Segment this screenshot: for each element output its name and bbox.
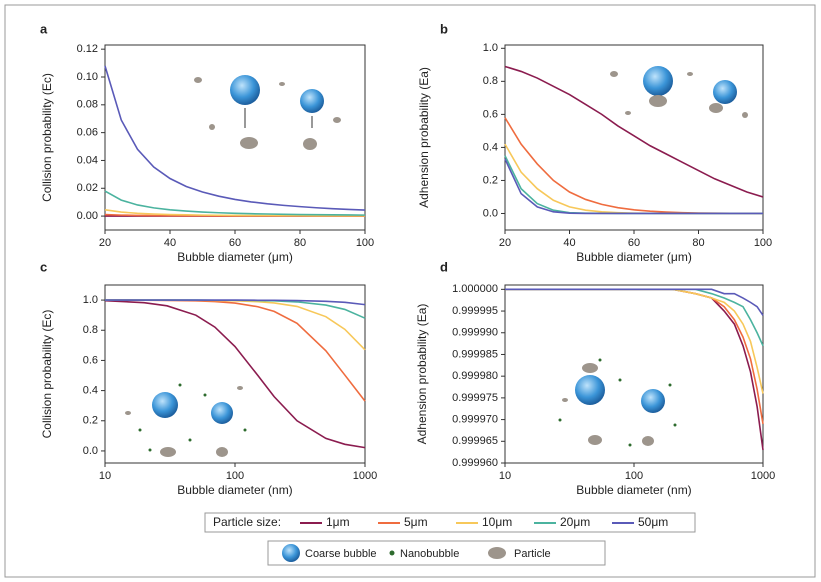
line <box>504 117 764 215</box>
line <box>504 158 763 215</box>
x-axis-label: Bubble diameter (μm) <box>177 250 293 264</box>
line <box>105 299 366 351</box>
x-tick-label: 100 <box>625 470 643 482</box>
y-tick-label: 0.999965 <box>452 435 498 447</box>
y-tick-label: 0.4 <box>483 141 498 153</box>
key-label: Nanobubble <box>400 548 459 560</box>
y-tick-label: 0.4 <box>83 384 98 396</box>
y-tick-label: 0.999970 <box>452 413 498 425</box>
legend-label: 10μm <box>482 515 512 529</box>
line <box>504 65 764 198</box>
y-tick-label: 0.2 <box>483 174 498 186</box>
y-tick-label: 1.0 <box>483 42 498 54</box>
y-tick-label: 0.02 <box>77 182 98 194</box>
line <box>505 288 764 425</box>
plot-frame <box>104 44 366 231</box>
x-tick-label: 80 <box>692 237 704 249</box>
y-axis-label: Collision probability (Ec) <box>40 310 54 439</box>
y-axis-label: Collision probability (Ec) <box>40 73 54 202</box>
x-tick-label: 60 <box>229 237 241 249</box>
x-tick-label: 20 <box>99 237 111 249</box>
legend-label: 20μm <box>560 515 590 529</box>
x-tick-label: 20 <box>499 237 511 249</box>
legend-title: Particle size: <box>213 515 281 529</box>
line <box>504 155 763 215</box>
line <box>504 143 763 215</box>
y-tick-label: 0.0 <box>483 207 498 219</box>
line <box>505 288 764 451</box>
y-tick-label: 0.04 <box>77 154 98 166</box>
y-tick-label: 0.00 <box>77 210 98 222</box>
line <box>104 209 365 217</box>
x-tick-label: 40 <box>164 237 176 249</box>
panel-label: a <box>40 21 48 36</box>
y-tick-label: 0.999960 <box>452 457 498 469</box>
y-tick-label: 0.999980 <box>452 370 498 382</box>
legend-box <box>204 512 696 533</box>
x-axis-label: Bubble diameter (nm) <box>177 483 292 497</box>
x-tick-label: 100 <box>356 237 374 249</box>
x-tick-label: 1000 <box>751 470 775 482</box>
y-axis-label: Adhension probability (Ea) <box>415 304 429 445</box>
line <box>505 288 764 316</box>
legend-label: 1μm <box>326 515 350 529</box>
y-tick-label: 0.10 <box>77 71 98 83</box>
y-tick-label: 0.999995 <box>452 305 498 317</box>
key-box <box>267 540 606 566</box>
panel-label: d <box>440 259 448 274</box>
panel-label: c <box>40 259 47 274</box>
y-axis-label: Adhension probability (Ea) <box>417 67 431 208</box>
y-tick-label: 0.08 <box>77 99 98 111</box>
y-tick-label: 0.999985 <box>452 348 498 360</box>
key-icon <box>282 544 300 562</box>
x-tick-label: 80 <box>294 237 306 249</box>
plot-frame <box>104 284 366 464</box>
y-tick-label: 0.2 <box>83 415 98 427</box>
key-label: Particle <box>514 548 551 560</box>
key-icon <box>488 547 506 559</box>
x-axis-label: Bubble diameter (μm) <box>576 250 692 264</box>
frame <box>4 4 816 578</box>
x-tick-label: 100 <box>754 237 772 249</box>
x-tick-label: 1000 <box>353 470 377 482</box>
illustrations <box>125 66 748 457</box>
line <box>104 190 366 216</box>
y-tick-label: 0.12 <box>77 43 98 55</box>
y-tick-label: 1.0 <box>83 294 98 306</box>
x-tick-label: 40 <box>563 237 575 249</box>
line <box>105 299 366 306</box>
y-tick-label: 0.999975 <box>452 392 498 404</box>
x-axis-label: Bubble diameter (nm) <box>576 483 691 497</box>
y-tick-label: 0.6 <box>83 354 98 366</box>
legend-label: 50μm <box>638 515 668 529</box>
legend-label: 5μm <box>404 515 428 529</box>
y-tick-label: 0.0 <box>83 445 98 457</box>
y-tick-label: 1.000000 <box>452 283 498 295</box>
key-icon <box>389 550 395 556</box>
y-tick-label: 0.8 <box>83 324 98 336</box>
y-tick-label: 0.06 <box>77 127 98 139</box>
panel-label: b <box>440 21 448 36</box>
x-tick-label: 10 <box>99 470 111 482</box>
x-tick-label: 60 <box>628 237 640 249</box>
line <box>505 288 764 347</box>
x-tick-label: 100 <box>226 470 244 482</box>
y-tick-label: 0.8 <box>483 75 498 87</box>
line <box>104 299 366 402</box>
y-tick-label: 0.6 <box>483 108 498 120</box>
line <box>104 65 366 211</box>
plot-frame <box>504 44 764 231</box>
x-tick-label: 10 <box>499 470 511 482</box>
line <box>104 299 366 449</box>
line <box>505 288 764 394</box>
y-tick-label: 0.999990 <box>452 327 498 339</box>
key-label: Coarse bubble <box>305 548 377 560</box>
